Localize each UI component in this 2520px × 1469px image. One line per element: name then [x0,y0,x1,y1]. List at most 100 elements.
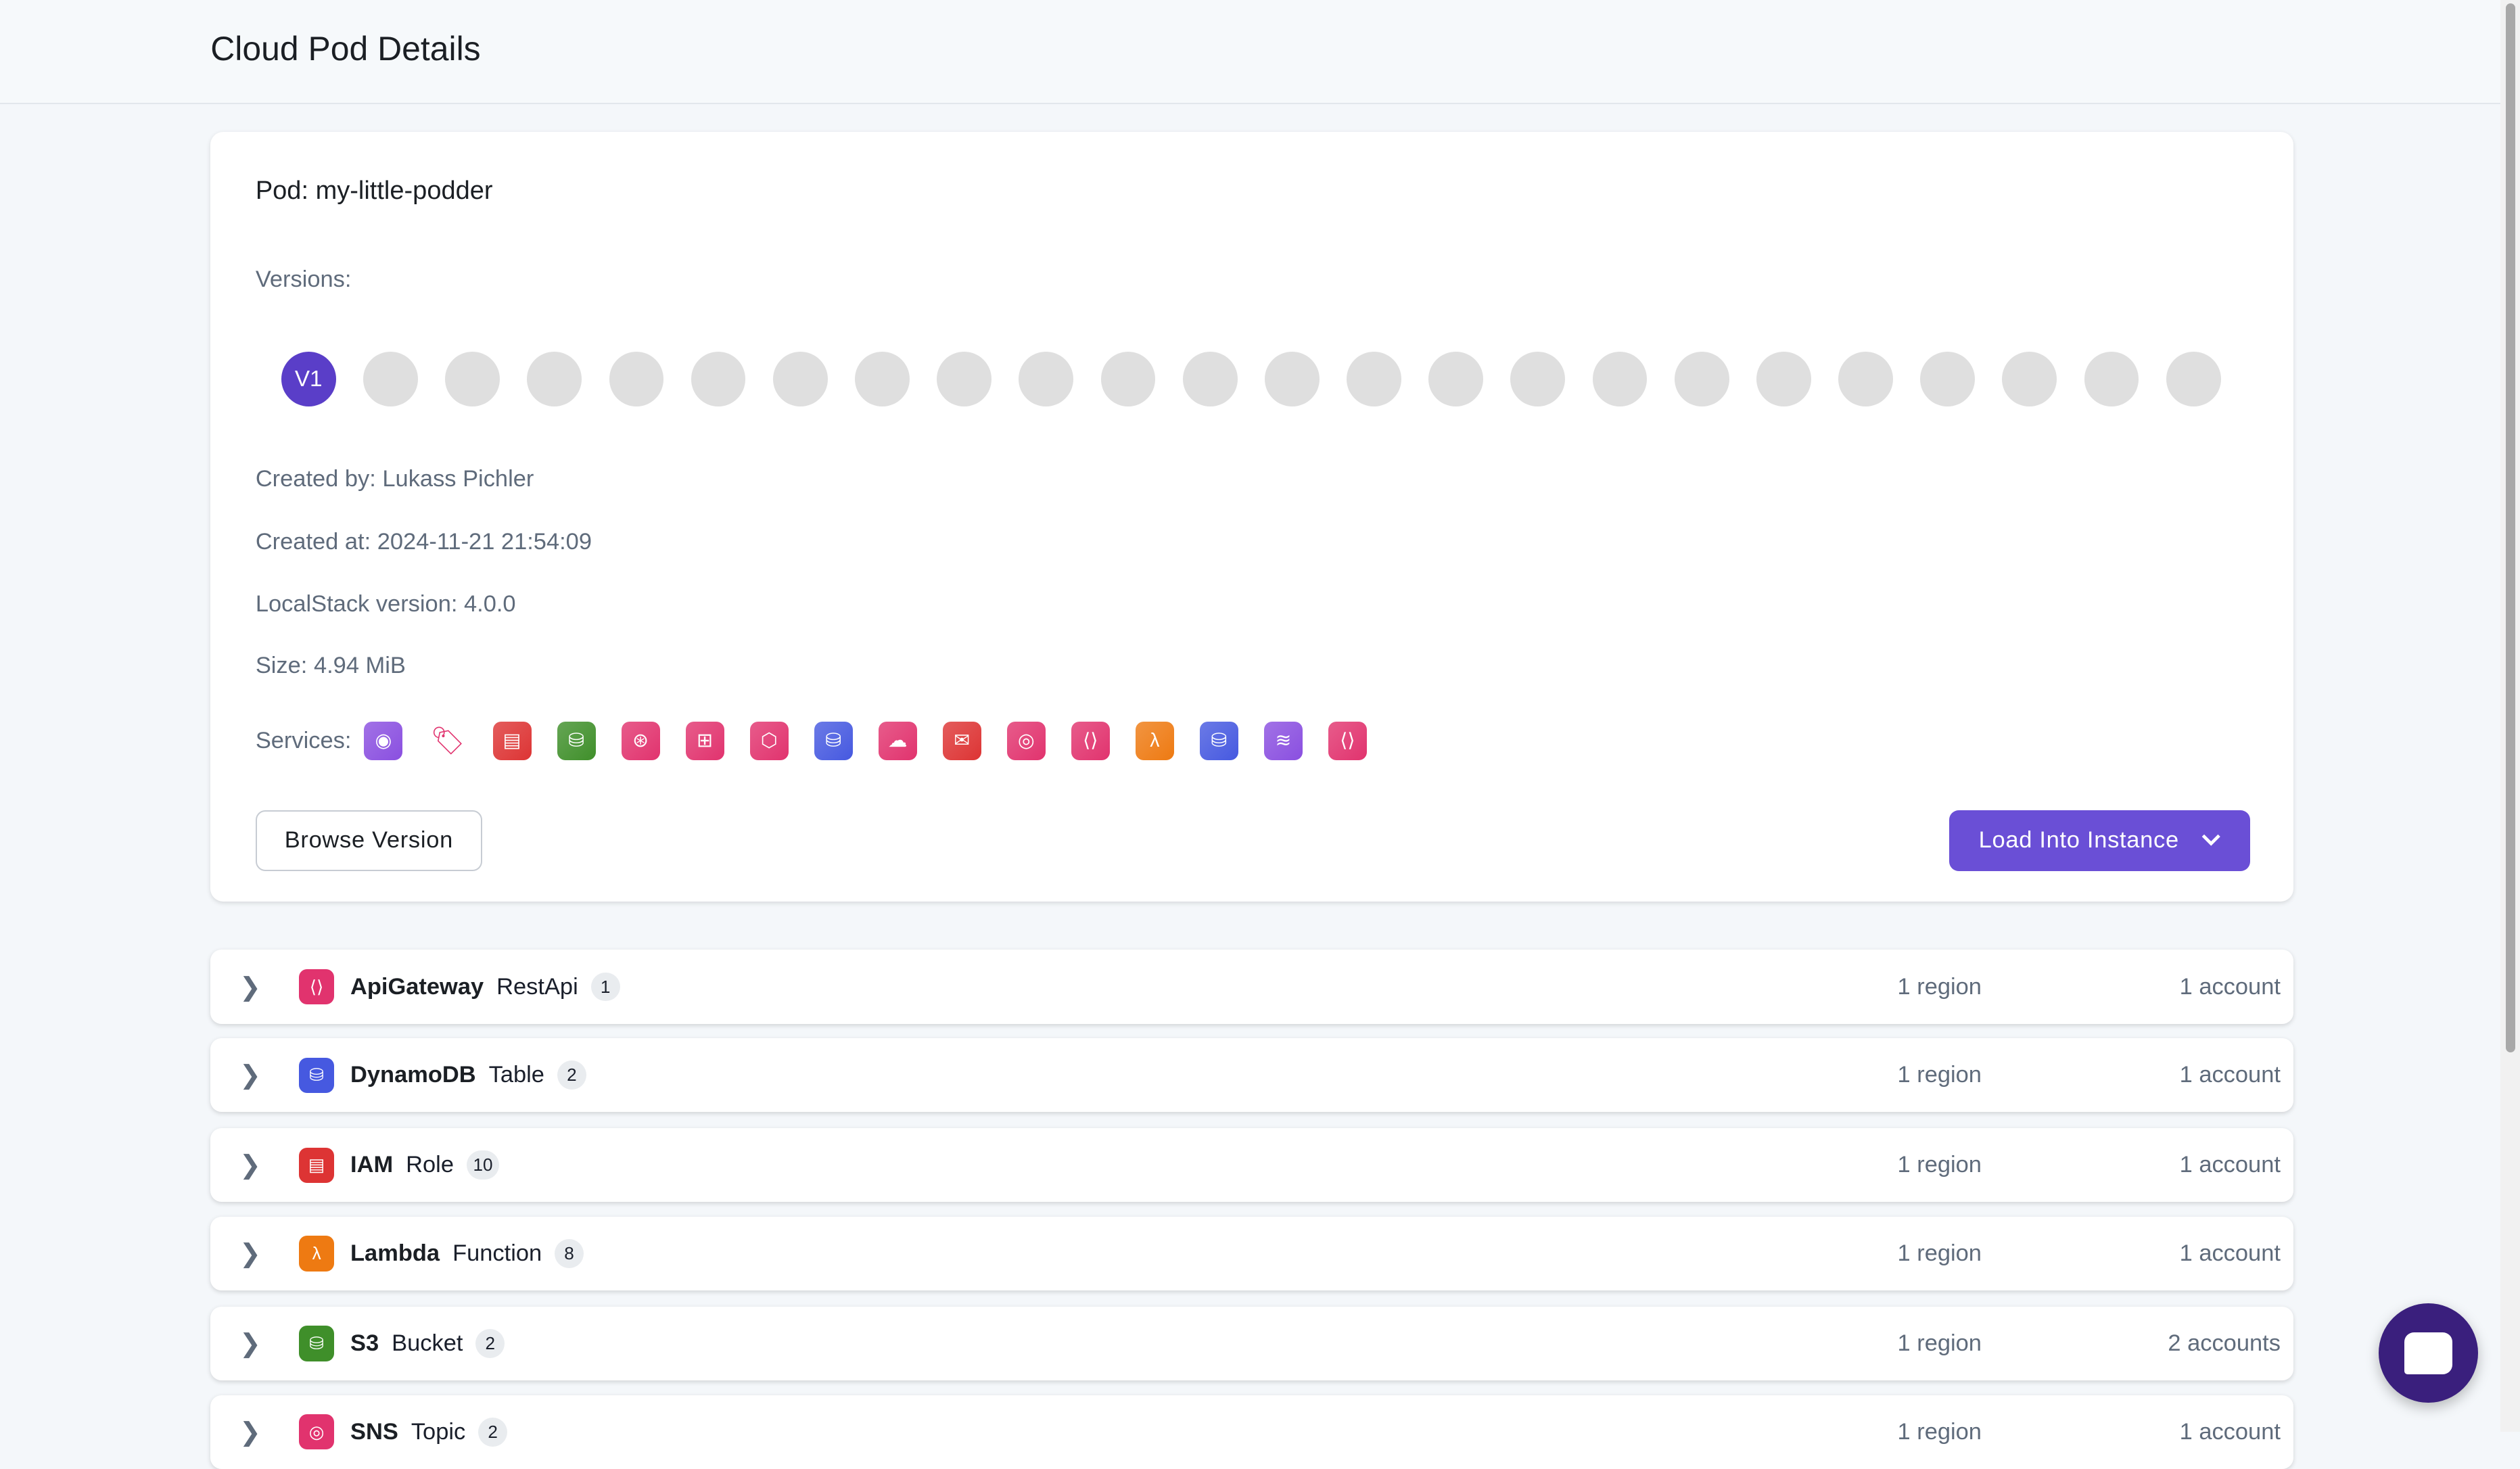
chevron-right-icon[interactable]: ❯ [239,1418,261,1447]
resource-count-badge: 1 [590,972,620,1002]
resource-row[interactable]: ❯ ▤ IAM Role 10 1 region 1 account [210,1128,2293,1203]
s3-icon: ⛁ [298,1326,335,1361]
region-count: 1 region [1897,1330,1982,1357]
version-dot[interactable] [937,352,991,407]
chevron-right-icon[interactable]: ❯ [239,1239,261,1268]
resource-name: S3 Bucket 2 [350,1329,505,1358]
resource-name: DynamoDB Table 2 [350,1060,586,1090]
resource-row[interactable]: ❯ λ Lambda Function 8 1 region 1 account [210,1216,2293,1291]
version-dot[interactable] [1510,352,1566,407]
version-dot[interactable] [1347,352,1401,407]
versions-label: Versions: [255,266,352,293]
resource-row[interactable]: ❯ ⟨⟩ ApiGateway RestApi 1 1 region 1 account [210,950,2293,1024]
sns-icon: ◎ [298,1414,335,1450]
account-count: 1 account [2179,1152,2281,1178]
load-into-instance-button[interactable]: Load Into Instance [1949,810,2250,871]
resource-type: Bucket [392,1330,463,1357]
service-name: S3 [350,1330,379,1357]
scrollbar-thumb[interactable] [2505,3,2515,1053]
resource-type: Topic [411,1418,466,1445]
resource-row[interactable]: ❯ ⛁ DynamoDB Table 2 1 region 1 account [210,1038,2293,1113]
resource-name: IAM Role 10 [350,1150,500,1180]
account-count: 1 account [2179,1418,2281,1445]
version-dot[interactable] [772,352,828,407]
account-count: 1 account [2179,1062,2281,1088]
chevron-right-icon[interactable]: ❯ [239,973,261,1002]
version-dot[interactable] [1182,352,1238,407]
s3-icon: ⛁ [557,721,596,760]
version-dot[interactable] [527,352,582,407]
version-dot[interactable] [1674,352,1729,407]
version-dot[interactable] [363,352,418,407]
version-dot[interactable] [855,352,910,407]
resource-count-badge: 2 [557,1060,586,1090]
dynamodb-icon: ⛁ [298,1057,335,1093]
version-dot[interactable] [445,352,500,407]
version-dot[interactable] [609,352,664,407]
version-dot[interactable] [1592,352,1648,407]
browse-version-label: Browse Version [284,827,453,854]
region-count: 1 region [1897,973,1982,1000]
resource-count-badge: 2 [478,1417,507,1447]
resource-row[interactable]: ❯ ⛁ S3 Bucket 2 1 region 2 accounts [210,1306,2293,1381]
version-dot[interactable] [691,352,746,407]
apigateway-icon: ⟨⟩ [298,969,335,1005]
version-dot[interactable] [1920,352,1976,407]
resource-row[interactable]: ❯ ◎ SNS Topic 2 1 region 1 account [210,1395,2293,1469]
lambda-icon: λ [298,1236,335,1272]
eventbridge-icon: ⊛ [621,721,660,760]
load-into-instance-label: Load Into Instance [1978,827,2179,854]
version-dot[interactable] [1838,352,1893,407]
envelope-icon: ✉ [942,721,981,760]
account-count: 2 accounts [2168,1330,2281,1357]
sns-icon: ◎ [1006,721,1046,760]
apigateway-icon: ⟨⟩ [1071,721,1110,760]
version-dot[interactable] [2002,352,2057,407]
version-dot[interactable]: V1 [281,352,336,407]
account-count: 1 account [2179,973,2281,1000]
version-dot[interactable] [1428,352,1484,407]
lambda-icon: λ [1135,721,1174,760]
pod-details-card: Pod: my-little-podder Versions: V1 Creat… [210,131,2293,902]
version-dot[interactable] [1019,352,1074,407]
kinesis-icon: ≋ [1263,721,1303,760]
services-label: Services: [255,727,352,753]
created-by: Created by: Lukass Pichler [255,466,534,492]
dynamodb-streams-icon: ⛁ [1199,721,1238,760]
version-dot[interactable] [1756,352,1811,407]
apigateway-icon: ⟨⟩ [1328,721,1367,760]
region-count: 1 region [1897,1152,1982,1178]
services-list: Services: ◉ 🏷 ▤ ⛁ ⊛ ⊞ ⬡ ⛁ ☁ ✉ ◎ ⟨⟩ λ ⛁ ≋ ⟨⟩ [255,721,1393,760]
chevron-right-icon[interactable]: ❯ [239,1330,261,1359]
top-bar: Cloud Pod Details [0,0,2501,105]
service-name: ApiGateway [350,973,484,1000]
account-count: 1 account [2179,1240,2281,1266]
created-at: Created at: 2024-11-21 21:54:09 [255,528,592,555]
resource-count-badge: 10 [466,1150,500,1180]
service-name: DynamoDB [350,1062,476,1088]
version-dot[interactable] [1264,352,1320,407]
chevron-right-icon[interactable]: ❯ [239,1061,261,1090]
browse-version-button[interactable]: Browse Version [255,810,482,871]
scrollbar[interactable] [2500,0,2520,1432]
resource-type: RestApi [496,973,578,1000]
pod-size: Size: 4.94 MiB [255,652,406,678]
region-count: 1 region [1897,1240,1982,1266]
iam-icon: ▤ [298,1147,335,1183]
resource-type: Role [406,1152,454,1178]
localstack-version: LocalStack version: 4.0.0 [255,591,516,617]
version-dot[interactable] [2166,352,2221,407]
resource-type: Table [488,1062,544,1088]
version-timeline: V1 [281,352,2221,407]
resource-count-badge: 2 [475,1329,505,1358]
chat-button[interactable] [2378,1303,2479,1403]
resource-name: ApiGateway RestApi 1 [350,972,620,1002]
version-dot[interactable] [1100,352,1156,407]
region-count: 1 region [1897,1062,1982,1088]
dynamodb-icon: ⛁ [814,721,853,760]
resource-count-badge: 8 [555,1239,584,1268]
version-dot[interactable] [2084,352,2139,407]
network-icon: ◉ [364,721,403,760]
chevron-right-icon[interactable]: ❯ [239,1151,261,1180]
chat-bubble-icon [2404,1332,2453,1374]
